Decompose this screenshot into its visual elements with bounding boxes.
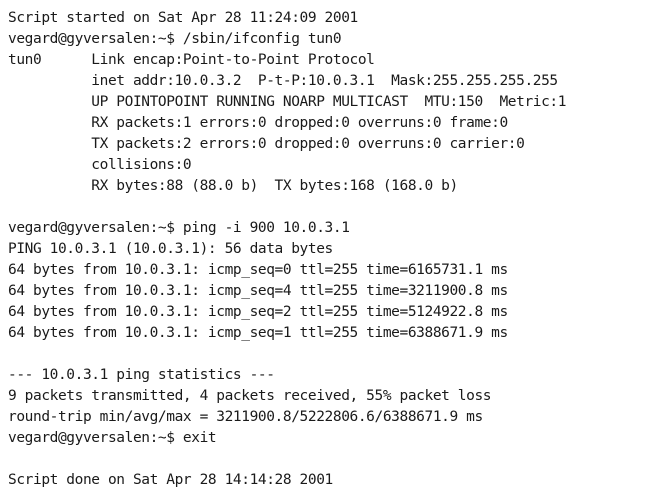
ifconfig-output-line: tun0 Link encap:Point-to-Point Protocol xyxy=(8,52,375,68)
command-prompt-exit: vegard@gyversalen:~$ exit xyxy=(8,430,217,446)
script-start-line: Script started on Sat Apr 28 11:24:09 20… xyxy=(8,10,358,26)
ping-statistics-header: --- 10.0.3.1 ping statistics --- xyxy=(8,367,275,383)
ifconfig-output-line: RX bytes:88 (88.0 b) TX bytes:168 (168.0… xyxy=(8,178,458,194)
script-done-line: Script done on Sat Apr 28 14:14:28 2001 xyxy=(8,472,333,488)
command-prompt-ifconfig: vegard@gyversalen:~$ /sbin/ifconfig tun0 xyxy=(8,31,342,47)
ping-reply-line: 64 bytes from 10.0.3.1: icmp_seq=0 ttl=2… xyxy=(8,262,508,278)
ifconfig-output-line: UP POINTOPOINT RUNNING NOARP MULTICAST M… xyxy=(8,94,567,110)
ping-reply-line: 64 bytes from 10.0.3.1: icmp_seq=4 ttl=2… xyxy=(8,283,508,299)
blank-line xyxy=(8,344,648,365)
ifconfig-output-line: RX packets:1 errors:0 dropped:0 overruns… xyxy=(8,115,508,131)
ping-statistics-line: 9 packets transmitted, 4 packets receive… xyxy=(8,388,492,404)
ifconfig-output-line: collisions:0 xyxy=(8,157,192,173)
ping-reply-line: 64 bytes from 10.0.3.1: icmp_seq=2 ttl=2… xyxy=(8,304,508,320)
ping-reply-line: 64 bytes from 10.0.3.1: icmp_seq=1 ttl=2… xyxy=(8,325,508,341)
blank-line xyxy=(8,449,648,470)
ifconfig-output-line: TX packets:2 errors:0 dropped:0 overruns… xyxy=(8,136,525,152)
ping-roundtrip-line: round-trip min/avg/max = 3211900.8/52228… xyxy=(8,409,483,425)
blank-line xyxy=(8,197,648,218)
command-prompt-ping: vegard@gyversalen:~$ ping -i 900 10.0.3.… xyxy=(8,220,350,236)
ping-output-line: PING 10.0.3.1 (10.0.3.1): 56 data bytes xyxy=(8,241,333,257)
ifconfig-output-line: inet addr:10.0.3.2 P-t-P:10.0.3.1 Mask:2… xyxy=(8,73,558,89)
